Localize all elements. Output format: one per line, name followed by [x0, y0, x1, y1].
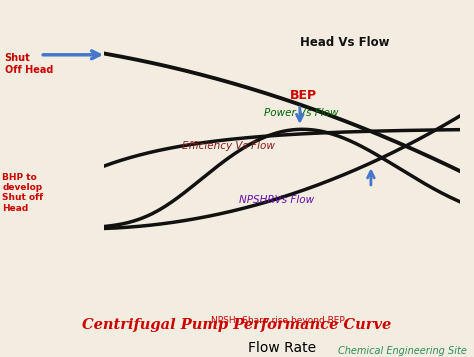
Text: Power Vs Flow: Power Vs Flow: [264, 108, 339, 118]
Text: Chemical Engineering Site: Chemical Engineering Site: [338, 346, 467, 356]
Text: Efficiency Vs Flow: Efficiency Vs Flow: [182, 141, 275, 151]
Text: Shut
Off Head: Shut Off Head: [5, 54, 53, 75]
Text: Head Vs Flow: Head Vs Flow: [300, 36, 389, 49]
Text: BHP to
develop
Shut off
Head: BHP to develop Shut off Head: [2, 173, 44, 213]
Text: Centrifugal Pump Performance Curve: Centrifugal Pump Performance Curve: [82, 318, 392, 332]
Text: NPSHRVs Flow: NPSHRVs Flow: [239, 196, 314, 206]
Text: BEP: BEP: [290, 89, 317, 102]
Text: Flow Rate: Flow Rate: [248, 341, 316, 355]
Text: NPSHₐ Sharp rise beyond BEP: NPSHₐ Sharp rise beyond BEP: [211, 316, 345, 326]
